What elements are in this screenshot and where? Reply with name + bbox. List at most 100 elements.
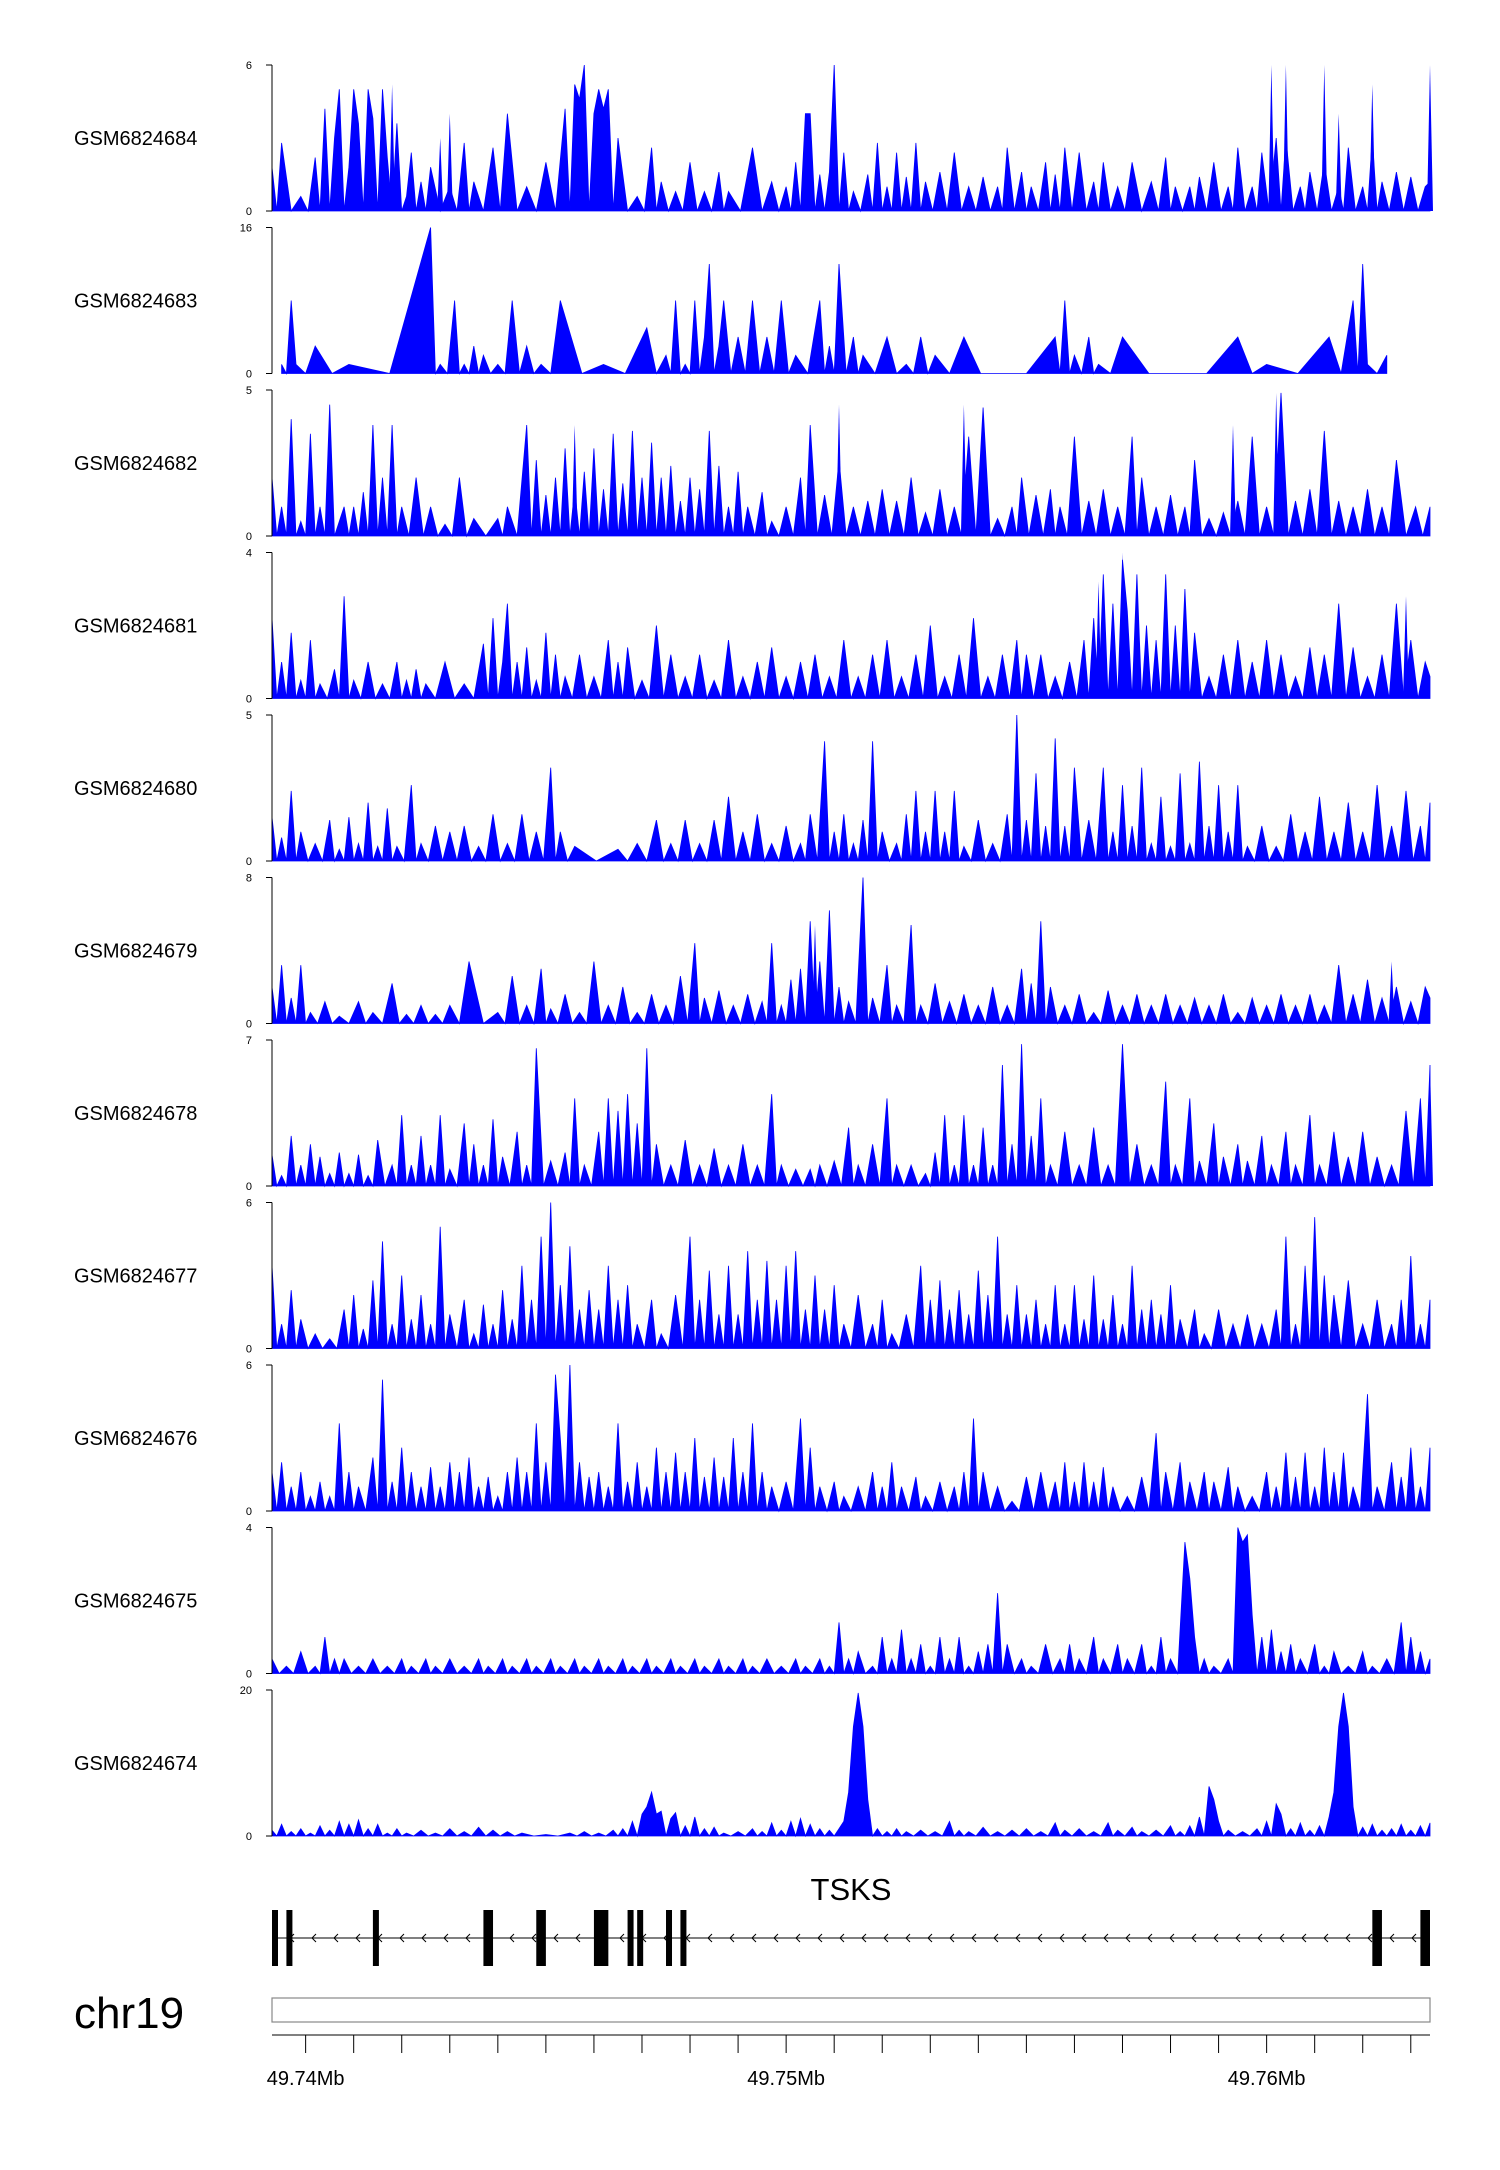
coverage-spike	[706, 264, 713, 374]
coverage-spike	[1427, 1065, 1433, 1186]
strand-chevron	[1257, 1933, 1263, 1943]
coverage-spike	[1181, 1542, 1188, 1674]
strand-chevron	[399, 1933, 405, 1943]
coverage-spike	[821, 741, 828, 861]
coverage-area	[271, 877, 1431, 1026]
coverage-spike	[1335, 113, 1342, 211]
strand-chevron	[1125, 1933, 1131, 1943]
gene-model	[272, 1910, 1430, 1966]
coverage-spike	[826, 910, 833, 1024]
track-label: GSM6824675	[74, 1591, 197, 1613]
strand-chevron	[751, 1933, 757, 1943]
coverage-spike	[836, 264, 842, 374]
strand-chevron	[707, 1933, 713, 1943]
x-tick-label: 49.75Mb	[747, 2068, 825, 2090]
y-tick-label-min: 0	[246, 206, 252, 218]
strand-chevron	[1389, 1933, 1395, 1943]
strand-chevron	[531, 1933, 537, 1943]
strand-chevron	[553, 1933, 559, 1943]
strand-chevron	[773, 1933, 779, 1943]
exon-block	[627, 1910, 634, 1966]
strand-chevron	[905, 1933, 911, 1943]
strand-chevron	[1191, 1933, 1197, 1943]
y-tick-label-min: 0	[246, 1181, 252, 1193]
coverage-area	[271, 1044, 1431, 1188]
coverage-spike	[1018, 1044, 1025, 1186]
strand-chevron	[839, 1933, 845, 1943]
y-tick-label-min: 0	[246, 1831, 252, 1843]
track-label: GSM6824674	[74, 1753, 197, 1775]
chromosome-ideogram: chr19	[74, 1989, 1431, 2038]
exon-block	[1372, 1910, 1382, 1966]
coverage-spike	[1359, 264, 1366, 374]
coverage-spike	[533, 1048, 540, 1186]
coverage-spike	[427, 227, 434, 374]
strand-chevron	[1037, 1933, 1043, 1943]
coverage-spike	[951, 157, 958, 211]
coverage-spike	[379, 1379, 386, 1511]
coverage-spike	[1403, 596, 1409, 699]
coverage-spike	[836, 404, 842, 536]
ideogram-band	[271, 1997, 1431, 2023]
coverage-area	[271, 1527, 1431, 1676]
y-tick-label-min: 0	[246, 1019, 252, 1031]
y-tick-label-max: 4	[246, 1523, 252, 1535]
y-tick-label-max: 7	[246, 1035, 252, 1047]
exon-block	[536, 1910, 546, 1966]
gene-track: TSKS	[272, 1872, 1430, 1966]
strand-chevron	[443, 1933, 449, 1943]
coverage-spike	[1388, 961, 1395, 1024]
coverage-spike	[1268, 65, 1275, 211]
strand-chevron	[817, 1933, 823, 1943]
track-label: GSM6824682	[74, 453, 197, 475]
coverage-spike	[389, 84, 396, 211]
track-GSM6824675: 4 0 GSM6824675	[74, 1523, 1431, 1681]
coverage-spike	[1364, 1394, 1371, 1511]
coverage-tracks: 6 0 GSM6824684 16 0 GSM6824683 5 0 GSM6824682 4 0 G…	[74, 60, 1433, 1843]
strand-chevron	[1103, 1933, 1109, 1943]
track-label: GSM6824680	[74, 778, 197, 800]
track-label: GSM6824678	[74, 1103, 197, 1125]
y-tick-label-max: 5	[246, 710, 252, 722]
y-tick-label-min: 0	[246, 369, 252, 381]
y-tick-label-max: 6	[246, 1198, 252, 1210]
coverage-spike	[1095, 581, 1102, 699]
coverage-spike	[1119, 1044, 1126, 1186]
coverage-spike	[860, 877, 866, 1024]
coverage-area	[271, 1202, 1431, 1350]
coverage-spike	[1037, 921, 1044, 1024]
strand-chevron	[795, 1933, 801, 1943]
coverage-spike	[869, 741, 876, 861]
strand-chevron	[1235, 1933, 1241, 1943]
strand-chevron	[1301, 1933, 1307, 1943]
y-tick-label-max: 8	[246, 873, 252, 885]
exon-block	[483, 1910, 494, 1966]
exon-block	[286, 1910, 293, 1966]
strand-chevron	[993, 1933, 999, 1943]
coverage-spike	[831, 65, 838, 211]
track-label: GSM6824683	[74, 291, 197, 313]
coverage-spike	[1282, 1236, 1289, 1349]
track-GSM6824679: 8 0 GSM6824679	[74, 873, 1431, 1031]
coverage-spike	[1013, 715, 1020, 861]
gene-label: TSKS	[811, 1872, 892, 1907]
coverage-area	[271, 1364, 1431, 1513]
strand-chevron	[421, 1933, 427, 1943]
track-label: GSM6824677	[74, 1266, 197, 1288]
coverage-spike	[960, 404, 967, 536]
coverage-area	[271, 392, 1431, 538]
coverage-area	[271, 714, 1431, 863]
track-GSM6824684: 6 0 GSM6824684	[74, 60, 1433, 218]
strand-chevron	[1169, 1933, 1175, 1943]
strand-chevron	[729, 1933, 735, 1943]
track-GSM6824674: 20 0 GSM6824674	[74, 1685, 1431, 1843]
strand-chevron	[575, 1933, 581, 1943]
coverage-spike	[1427, 65, 1433, 211]
strand-chevron	[949, 1933, 955, 1943]
y-tick-label-max: 20	[240, 1685, 252, 1697]
strand-chevron	[619, 1933, 625, 1943]
y-tick-label-max: 4	[246, 548, 252, 560]
exon-block	[372, 1910, 379, 1966]
y-tick-label-max: 16	[240, 223, 252, 235]
